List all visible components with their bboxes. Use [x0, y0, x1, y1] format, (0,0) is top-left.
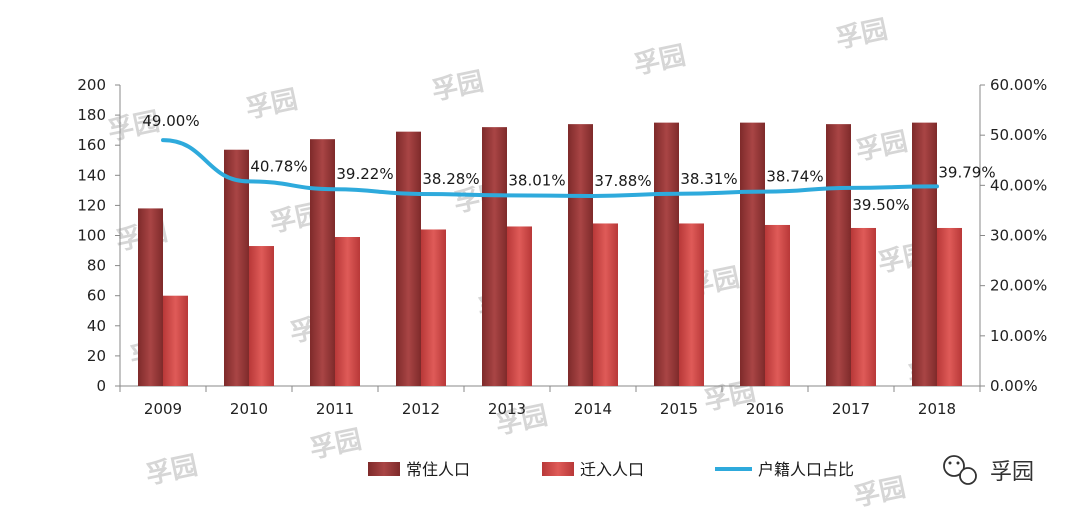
- watermark-text: 孚园: [833, 15, 890, 55]
- bar-immigrant-population: [335, 237, 360, 386]
- line-data-label: 39.22%: [336, 165, 393, 183]
- line-data-label: 38.74%: [766, 168, 823, 186]
- watermark-text: 孚园: [853, 127, 910, 167]
- watermark-text: 孚园: [307, 425, 364, 465]
- watermark-text: 孚园: [429, 67, 486, 107]
- bar-immigrant-population: [765, 224, 790, 386]
- y-right-tick-label: 30.00%: [990, 227, 1047, 245]
- x-tick-label: 2012: [402, 400, 440, 418]
- bar-immigrant-population: [679, 223, 704, 386]
- watermark-text: 孚园: [631, 41, 688, 81]
- legend-label-ratio: 户籍人口占比: [758, 460, 854, 479]
- x-tick-label: 2011: [316, 400, 354, 418]
- y-left-tick-label: 80: [87, 257, 106, 275]
- brand: 孚园: [943, 455, 1034, 485]
- bar-resident-population: [654, 122, 679, 386]
- watermark-text: 孚园: [143, 451, 200, 491]
- axes: 0 20 40 60 80 100 120 140 160 180 200 0.00% 10.00% 20…: [77, 76, 1047, 418]
- bars: [138, 122, 962, 386]
- x-tick-label: 2010: [230, 400, 268, 418]
- bar-immigrant-population: [249, 246, 274, 386]
- line-data-label: 38.28%: [422, 170, 479, 188]
- legend-label-resident: 常住人口: [406, 460, 470, 479]
- x-tick-label: 2015: [660, 400, 698, 418]
- y-left-tick-label: 160: [77, 136, 106, 154]
- y-left-tick-label: 20: [87, 347, 106, 365]
- y-right-tick-label: 60.00%: [990, 76, 1047, 94]
- bar-immigrant-population: [937, 227, 962, 386]
- line-data-label: 38.31%: [680, 170, 737, 188]
- legend: 常住人口 迁入人口 户籍人口占比: [368, 460, 854, 479]
- bar-immigrant-population: [851, 227, 876, 386]
- y-right-tick-label: 50.00%: [990, 126, 1047, 144]
- bar-resident-population: [138, 208, 163, 386]
- y-right-tick-label: 0.00%: [990, 377, 1038, 395]
- legend-label-immigrant: 迁入人口: [580, 460, 644, 479]
- line-data-label: 49.00%: [142, 112, 199, 130]
- x-tick-label: 2009: [144, 400, 182, 418]
- y-left-tick-label: 200: [77, 76, 106, 94]
- bar-immigrant-population: [507, 226, 532, 386]
- line-hukou-ratio: [161, 138, 939, 198]
- x-tick-label: 2018: [918, 400, 956, 418]
- y-left-tick-label: 40: [87, 317, 106, 335]
- legend-swatch-resident: [368, 462, 400, 476]
- y-left-tick-label: 100: [77, 227, 106, 245]
- bar-resident-population: [482, 127, 507, 386]
- y-left-tick-label: 140: [77, 166, 106, 184]
- y-left-tick-label: 0: [96, 377, 106, 395]
- bar-resident-population: [826, 124, 851, 386]
- x-tick-label: 2016: [746, 400, 784, 418]
- x-tick-label: 2017: [832, 400, 870, 418]
- watermark-text: 孚园: [243, 85, 300, 125]
- line-data-label: 40.78%: [250, 157, 307, 175]
- bar-resident-population: [912, 122, 937, 386]
- bar-resident-population: [224, 149, 249, 386]
- line-data-label: 39.50%: [852, 196, 909, 214]
- bar-resident-population: [568, 124, 593, 386]
- bar-resident-population: [740, 122, 765, 386]
- y-left-tick-label: 180: [77, 106, 106, 124]
- x-tick-label: 2014: [574, 400, 612, 418]
- y-left-tick-label: 120: [77, 196, 106, 214]
- bar-immigrant-population: [421, 229, 446, 386]
- bar-immigrant-population: [593, 223, 618, 386]
- x-tick-label: 2013: [488, 400, 526, 418]
- bar-immigrant-population: [163, 295, 188, 386]
- y-right-tick-label: 10.00%: [990, 327, 1047, 345]
- line-data-label: 38.01%: [508, 171, 565, 189]
- y-left-tick-label: 60: [87, 287, 106, 305]
- line-data-label: 39.79%: [938, 163, 995, 181]
- brand-text: 孚园: [990, 460, 1034, 485]
- bar-resident-population: [310, 139, 335, 386]
- watermark-text: 孚园: [851, 473, 908, 513]
- y-right-tick-label: 20.00%: [990, 277, 1047, 295]
- bar-resident-population: [396, 131, 421, 386]
- wechat-icon: [943, 455, 977, 485]
- line-series: 49.00% 40.78% 39.22% 38.28% 38.01% 37.88% 38.3…: [142, 112, 995, 214]
- line-data-label: 37.88%: [594, 172, 651, 190]
- legend-swatch-immigrant: [542, 462, 574, 476]
- y-right-tick-label: 40.00%: [990, 176, 1047, 194]
